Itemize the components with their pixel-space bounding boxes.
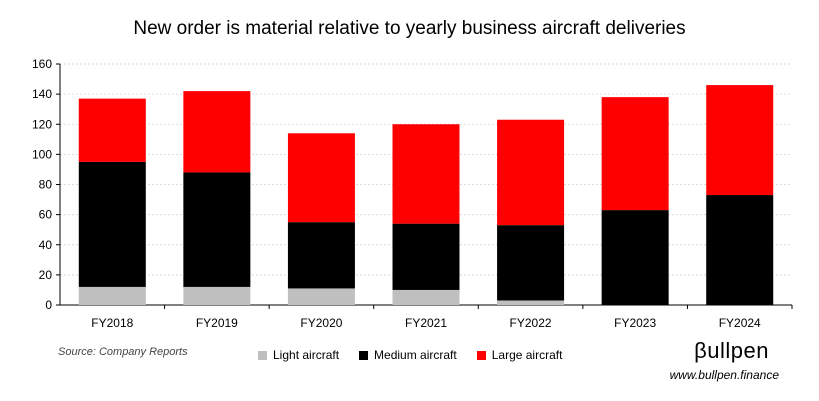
bar-fy2022-large-aircraft: [497, 119, 565, 226]
legend-item-large: Large aircraft: [476, 348, 563, 362]
y-tick-label: 80: [39, 178, 53, 192]
bar-fy2018-light-aircraft: [78, 286, 146, 305]
legend-swatch-medium: [359, 350, 369, 360]
bar-fy2022-light-aircraft: [497, 300, 565, 305]
x-tick-label: FY2020: [300, 316, 342, 330]
bar-fy2021-light-aircraft: [392, 289, 460, 305]
y-tick-label: 160: [32, 57, 52, 71]
bar-fy2021-large-aircraft: [392, 124, 460, 224]
bar-fy2018-large-aircraft: [78, 98, 146, 162]
bar-fy2019-light-aircraft: [183, 286, 251, 305]
bar-fy2020-large-aircraft: [287, 133, 355, 223]
legend-label-light: Light aircraft: [273, 348, 340, 362]
y-tick-label: 20: [39, 268, 53, 282]
legend-item-medium: Medium aircraft: [359, 348, 457, 362]
x-tick-label: FY2019: [196, 316, 238, 330]
bar-fy2023-large-aircraft: [601, 97, 669, 211]
x-tick-label: FY2024: [719, 316, 761, 330]
x-tick-label: FY2018: [91, 316, 133, 330]
bar-fy2019-medium-aircraft: [183, 172, 251, 287]
bar-fy2022-medium-aircraft: [497, 225, 565, 301]
y-tick-label: 0: [45, 298, 52, 312]
legend-swatch-large: [476, 350, 486, 360]
y-tick-label: 40: [39, 238, 53, 252]
y-tick-label: 120: [32, 117, 52, 131]
y-tick-label: 140: [32, 87, 52, 101]
x-tick-label: FY2022: [510, 316, 552, 330]
bar-fy2019-large-aircraft: [183, 91, 251, 173]
website-link[interactable]: www.bullpen.finance: [669, 368, 779, 382]
x-tick-label: FY2021: [405, 316, 447, 330]
source-note: Source: Company Reports: [58, 346, 188, 358]
legend-swatch-light: [258, 350, 267, 360]
bar-fy2024-large-aircraft: [706, 85, 774, 196]
legend-item-light: Light aircraft: [258, 348, 339, 362]
y-tick-label: 100: [32, 147, 52, 161]
bar-fy2023-medium-aircraft: [601, 210, 669, 305]
chart-legend: Light aircraft Medium aircraft Large air…: [258, 348, 562, 362]
bar-fy2020-medium-aircraft: [287, 222, 355, 289]
bullpen-logo: βullpen: [694, 338, 769, 363]
bar-fy2024-medium-aircraft: [706, 195, 774, 305]
legend-label-large: Large aircraft: [491, 348, 563, 362]
chart-title: New order is material relative to yearly…: [133, 18, 686, 39]
bar-fy2020-light-aircraft: [287, 288, 355, 305]
bar-fy2018-medium-aircraft: [78, 161, 146, 287]
bar-fy2021-medium-aircraft: [392, 223, 460, 290]
legend-label-medium: Medium aircraft: [374, 348, 457, 362]
x-tick-label: FY2023: [614, 316, 656, 330]
y-tick-label: 60: [39, 208, 53, 222]
